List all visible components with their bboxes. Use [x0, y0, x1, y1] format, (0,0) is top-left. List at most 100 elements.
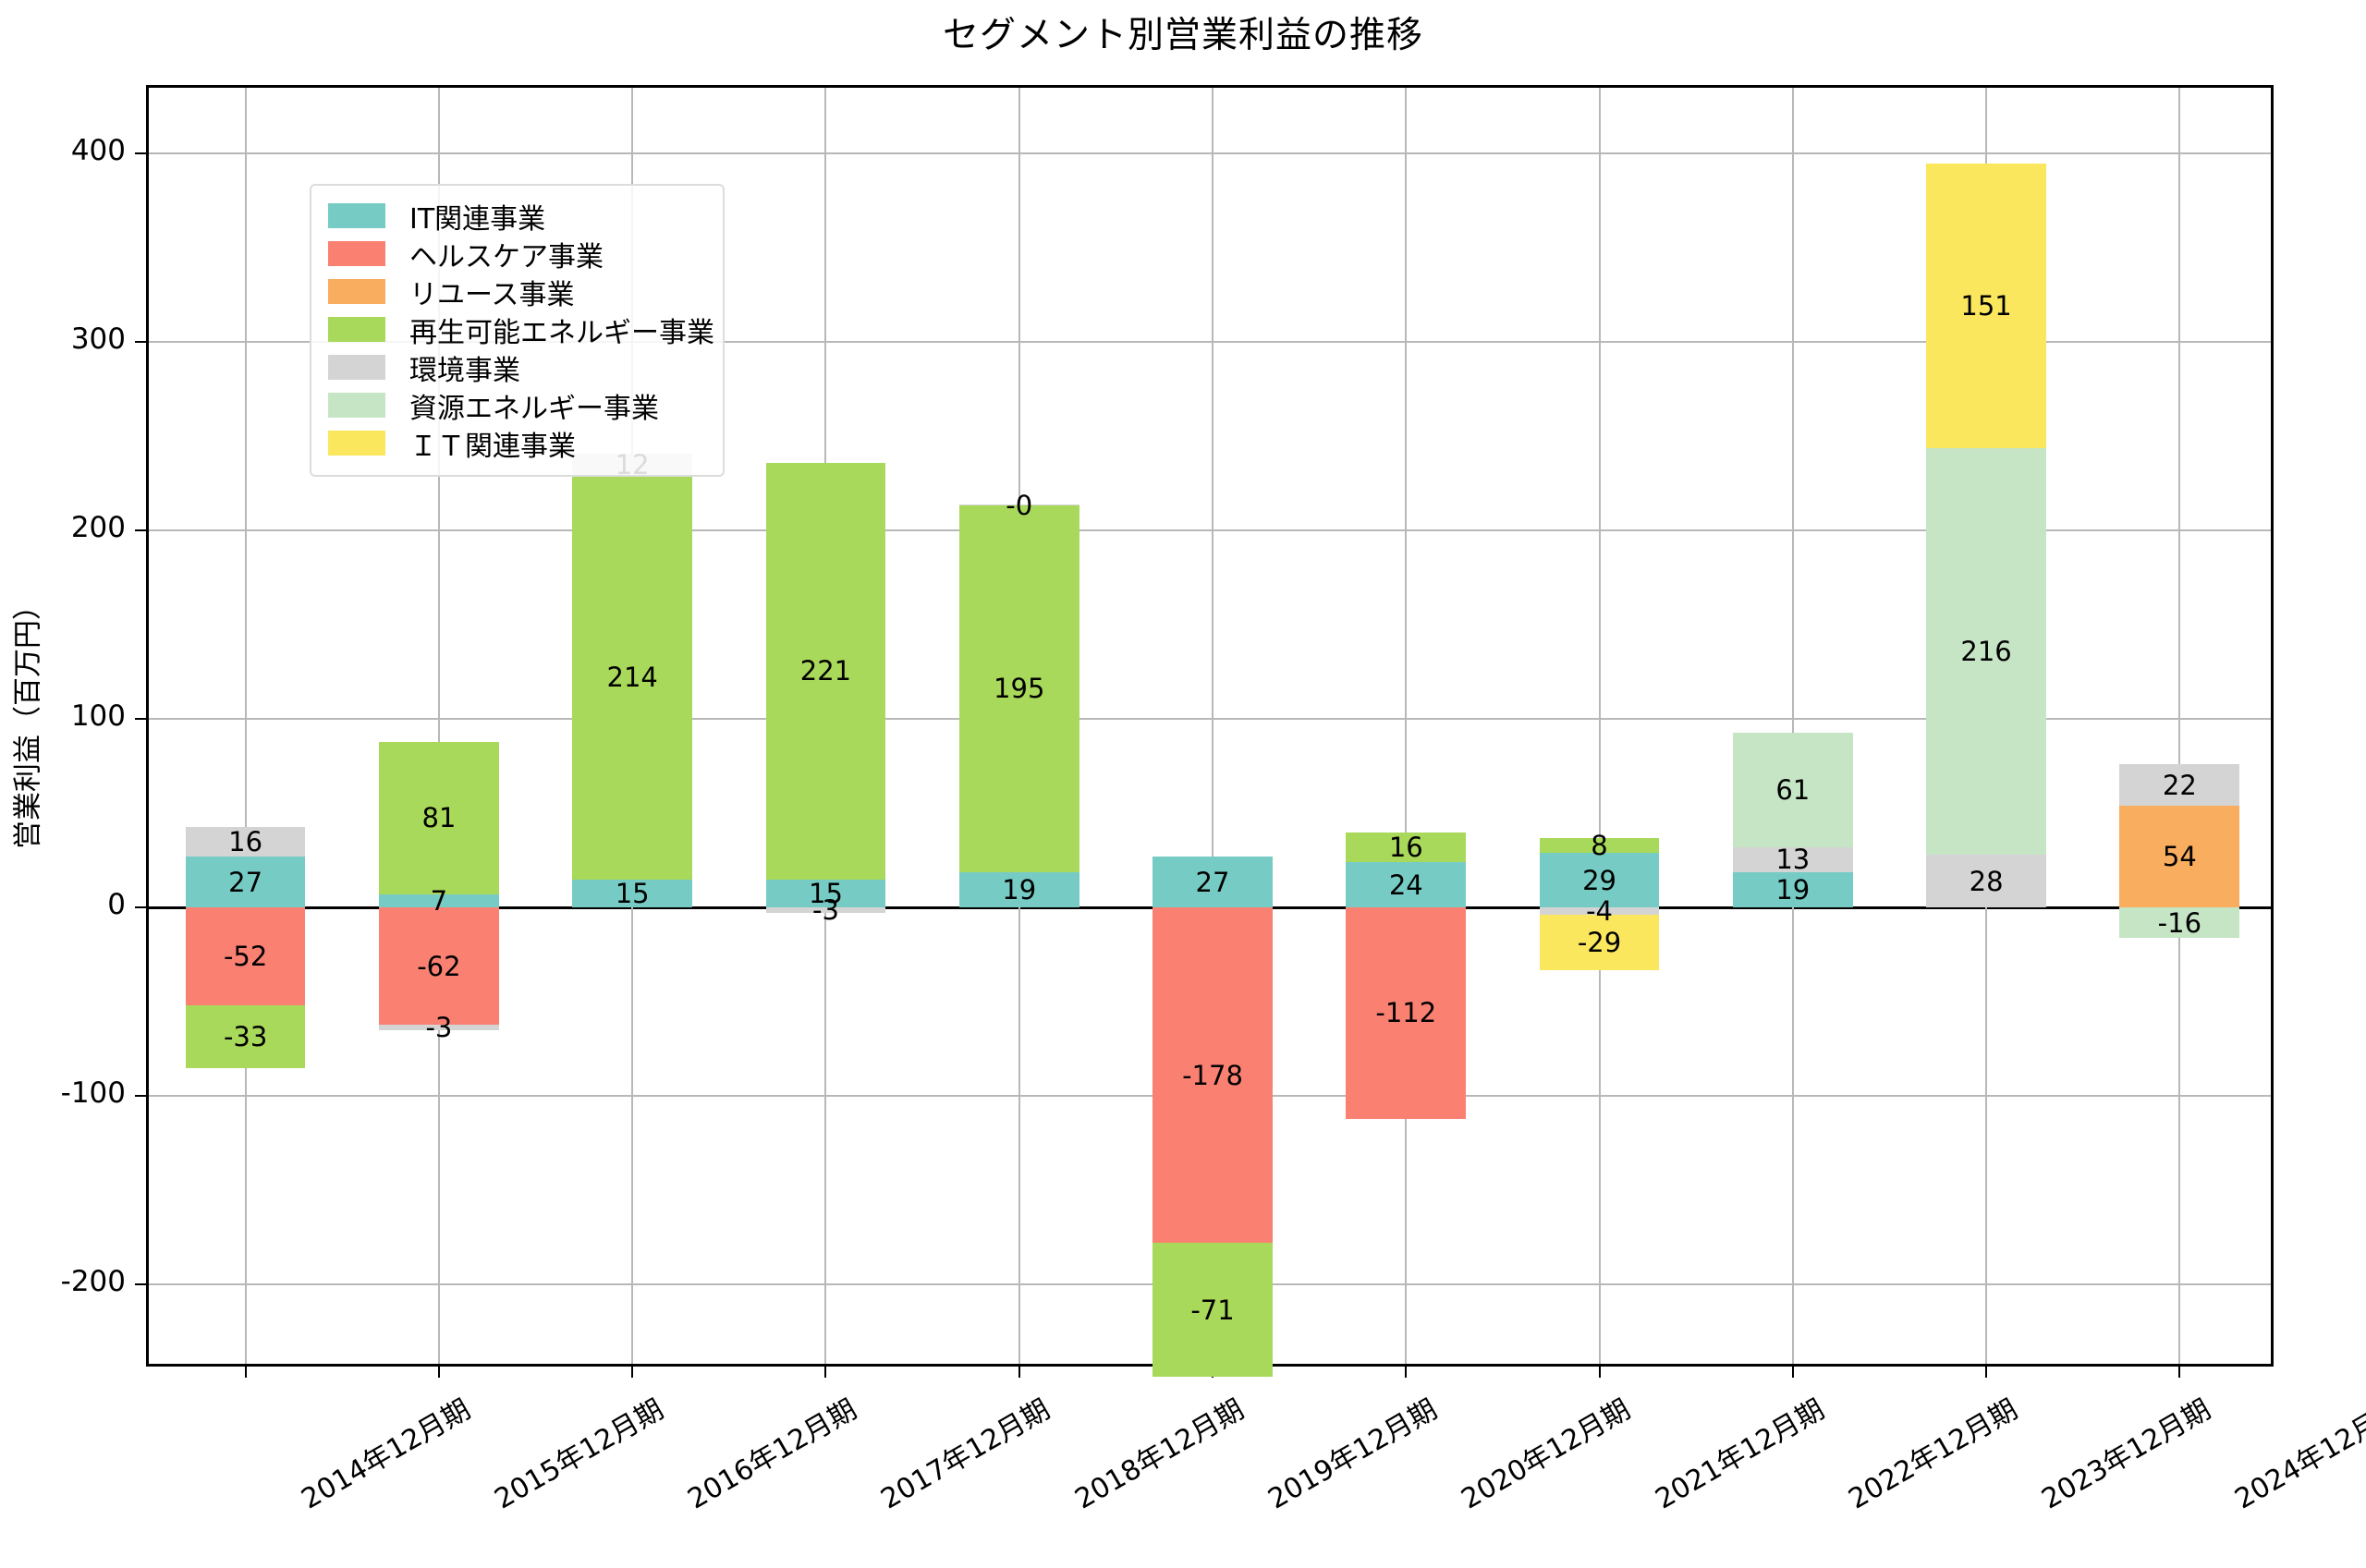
bar-segment[interactable]	[1539, 837, 1660, 854]
bar-segment[interactable]	[185, 826, 306, 857]
bar-segment[interactable]	[1346, 862, 1467, 908]
gridline-horizontal	[149, 529, 2271, 532]
gridline-horizontal	[149, 152, 2271, 155]
y-axis-tick	[135, 1095, 149, 1098]
y-axis-tick	[135, 718, 149, 721]
bar-segment[interactable]	[958, 871, 1079, 908]
bar-segment[interactable]	[379, 1024, 499, 1030]
gridline-horizontal	[149, 341, 2271, 344]
legend-item-label: 資源エネルギー事業	[409, 392, 659, 425]
gridline-vertical	[1598, 88, 1601, 1364]
y-axis-tick-label: 0	[107, 888, 126, 922]
bar-segment[interactable]	[1926, 163, 2046, 448]
y-axis-tick-label: -100	[60, 1076, 126, 1111]
bar-segment[interactable]	[1732, 732, 1853, 847]
y-axis-tick	[135, 529, 149, 532]
x-axis-tick-label: 2017年12月期	[875, 1392, 1056, 1516]
x-axis-tick-label: 2022年12月期	[1843, 1392, 2023, 1516]
bar-segment[interactable]	[1539, 915, 1660, 970]
bar-segment[interactable]	[379, 893, 499, 908]
legend-color-swatch	[328, 431, 385, 456]
gridline-horizontal	[149, 718, 2271, 721]
legend-item[interactable]: 資源エネルギー事業	[328, 386, 710, 425]
bar-segment[interactable]	[1346, 832, 1467, 863]
bar-group[interactable]	[185, 88, 306, 1364]
bar-segment[interactable]	[765, 907, 886, 914]
legend-color-swatch	[328, 393, 385, 418]
y-axis-tick-label: 100	[70, 699, 126, 734]
y-axis-tick	[135, 1283, 149, 1286]
gridline-vertical	[1405, 88, 1408, 1364]
x-axis-tick-label: 2019年12月期	[1262, 1392, 1444, 1516]
chart-title: セグメント別営業利益の推移	[942, 15, 1423, 56]
bar-segment[interactable]	[1926, 855, 2046, 908]
legend-item-label: ヘルスケア事業	[409, 240, 604, 273]
x-axis-tick-label: 2014年12月期	[296, 1392, 476, 1516]
x-axis-tick-label: 2024年12月期	[2229, 1392, 2366, 1516]
legend-item[interactable]: ＩＴ関連事業	[328, 424, 710, 463]
bar-segment[interactable]	[765, 879, 886, 908]
bar-segment[interactable]	[572, 879, 693, 908]
bar-segment[interactable]	[1732, 847, 1853, 872]
bar-group[interactable]	[1153, 88, 1273, 1378]
gridline-vertical	[2178, 88, 2181, 1364]
legend-item[interactable]: リユース事業	[328, 273, 710, 311]
bar-segment[interactable]	[1926, 447, 2046, 856]
legend-color-swatch	[328, 241, 385, 266]
legend-item-label: 環境事業	[409, 354, 520, 387]
legend-item-label: ＩＴ関連事業	[409, 430, 576, 463]
bar-segment[interactable]	[2119, 806, 2240, 908]
x-axis-tick-label: 2016年12月期	[682, 1392, 863, 1516]
legend-item[interactable]: 環境事業	[328, 348, 710, 387]
bar-segment[interactable]	[1153, 907, 1273, 1244]
bar-group[interactable]	[765, 88, 886, 1364]
legend-item[interactable]: IT関連事業	[328, 197, 710, 236]
legend-item[interactable]: ヘルスケア事業	[328, 235, 710, 273]
bar-group[interactable]	[379, 88, 499, 1364]
y-axis-tick	[135, 906, 149, 909]
x-axis-tick-label: 2018年12月期	[1069, 1392, 1250, 1516]
bar-segment[interactable]	[379, 907, 499, 1025]
bar-group[interactable]	[1732, 88, 1853, 1364]
y-axis-tick	[135, 152, 149, 155]
x-axis-tick	[2178, 1364, 2181, 1378]
legend-item-label: IT関連事業	[409, 202, 546, 236]
y-axis-tick	[135, 341, 149, 344]
bar-segment[interactable]	[379, 741, 499, 894]
x-axis-tick	[1985, 1364, 1988, 1378]
bar-segment[interactable]	[1153, 1243, 1273, 1378]
legend-color-swatch	[328, 317, 385, 342]
x-axis-tick	[824, 1364, 827, 1378]
x-axis-tick	[1598, 1364, 1601, 1378]
bar-segment[interactable]	[765, 462, 886, 880]
bar-segment[interactable]	[958, 504, 1079, 872]
chart-legend: IT関連事業ヘルスケア事業 リユース事業 再生可能エネルギー事業環境事業資源エネルギ…	[310, 184, 725, 477]
bar-group[interactable]	[958, 88, 1079, 1364]
y-axis-tick-label: 200	[70, 511, 126, 545]
bar-segment[interactable]	[1732, 871, 1853, 908]
bar-segment[interactable]	[572, 476, 693, 880]
gridline-vertical	[1791, 88, 1794, 1364]
legend-color-swatch	[328, 279, 385, 304]
x-axis-tick	[631, 1364, 634, 1378]
bar-group[interactable]	[1926, 88, 2046, 1364]
x-axis-tick	[1791, 1364, 1794, 1378]
bar-group[interactable]	[2119, 88, 2240, 1364]
bar-group[interactable]	[1346, 88, 1467, 1364]
bar-segment[interactable]	[185, 857, 306, 908]
legend-color-swatch	[328, 355, 385, 380]
bar-segment[interactable]	[185, 907, 306, 1006]
bar-segment[interactable]	[1346, 907, 1467, 1119]
bar-segment[interactable]	[2119, 907, 2240, 938]
bar-segment[interactable]	[185, 1005, 306, 1068]
gridline-vertical	[437, 88, 440, 1364]
bar-group[interactable]	[1539, 88, 1660, 1364]
bar-segment[interactable]	[1153, 857, 1273, 908]
bar-segment[interactable]	[1539, 853, 1660, 908]
legend-item[interactable]: 再生可能エネルギー事業	[328, 310, 714, 349]
bar-segment[interactable]	[1539, 907, 1660, 916]
bar-segment[interactable]	[958, 504, 1079, 506]
x-axis-tick-label: 2020年12月期	[1456, 1392, 1637, 1516]
bar-segment[interactable]	[2119, 764, 2240, 807]
